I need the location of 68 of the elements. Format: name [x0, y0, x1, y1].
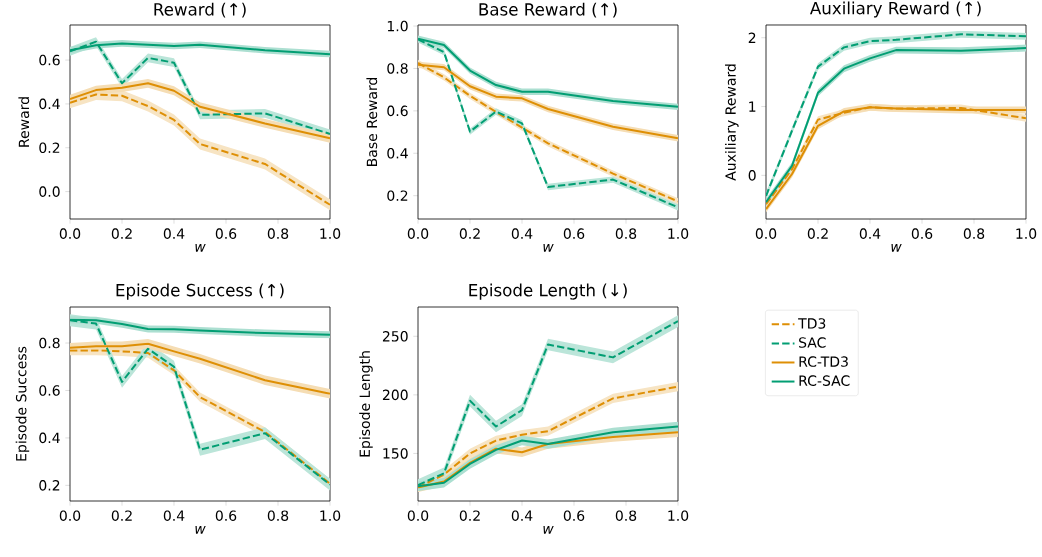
x-tick-label: 0.2: [459, 510, 480, 521]
x-axis-title: w: [195, 244, 206, 252]
x-tick-label: 0.0: [59, 510, 81, 521]
x-tick-label: 0.6: [563, 510, 585, 521]
legend-label: TD3: [798, 318, 826, 329]
y-tick-label: 2: [748, 32, 756, 43]
y-tick-label: 200: [382, 389, 408, 401]
x-axis-title: w: [543, 244, 554, 252]
chart-title: Base Reward (↑): [479, 2, 617, 18]
x-tick-label: 0.4: [163, 510, 185, 521]
x-tick-label: 0.8: [267, 228, 289, 239]
y-tick-label: 0.6: [39, 54, 60, 66]
legend-label: RC-TD3: [799, 356, 848, 367]
y-tick-label: 0.4: [39, 432, 60, 444]
x-tick-label: 0.0: [59, 228, 81, 239]
y-tick-label: 0.4: [387, 147, 408, 159]
y-tick-label: 0.6: [39, 385, 60, 396]
chart-title: Auxiliary Reward (↑): [809, 1, 981, 18]
y-tick-label: 0.2: [387, 190, 408, 201]
y-axis-title: Episode Length: [359, 351, 373, 457]
x-tick-label: 0.4: [511, 510, 533, 521]
x-tick-label: 0.4: [163, 228, 185, 239]
y-tick-label: 1: [749, 101, 756, 112]
x-tick-label: 0.6: [563, 228, 585, 239]
x-tick-label: 0.8: [615, 510, 637, 521]
x-tick-label: 0.2: [807, 228, 828, 239]
y-tick-label: 150: [383, 448, 408, 459]
y-tick-label: 0.6: [387, 105, 408, 117]
legend-label: RC-SAC: [799, 375, 850, 386]
x-tick-label: 0.8: [963, 228, 985, 239]
x-tick-label: 0.0: [407, 510, 429, 521]
y-tick-label: 0.2: [39, 142, 60, 154]
y-tick-label: 1.0: [387, 20, 408, 32]
x-tick-label: 1.0: [320, 510, 341, 521]
x-tick-label: 0.8: [267, 510, 289, 521]
x-tick-label: 0.2: [111, 228, 132, 239]
x-tick-label: 0.6: [911, 228, 933, 239]
x-tick-label: 0.4: [859, 228, 881, 239]
x-tick-label: 0.0: [755, 228, 777, 239]
x-tick-label: 0.0: [407, 228, 429, 239]
y-tick-label: 250: [382, 330, 408, 342]
x-tick-label: 0.8: [615, 228, 637, 239]
y-tick-label: 0.0: [39, 186, 60, 197]
x-tick-label: 0.6: [215, 510, 237, 521]
y-axis-title: Episode Success: [15, 346, 30, 461]
chart-title: Reward (↑): [154, 2, 246, 18]
y-tick-label: 0.2: [39, 480, 60, 491]
chart-title: Episode Length (↓): [469, 283, 627, 300]
x-axis-title: w: [543, 526, 554, 534]
y-tick-label: 0.8: [387, 63, 408, 74]
x-tick-label: 1.0: [1016, 228, 1037, 239]
y-axis-title: Auxiliary Reward: [725, 64, 739, 181]
x-axis-title: w: [195, 526, 206, 534]
x-tick-label: 0.2: [111, 510, 132, 521]
y-tick-label: 0.4: [39, 98, 60, 110]
y-tick-label: 0: [748, 170, 756, 181]
y-tick-label: 0.8: [39, 337, 60, 349]
x-tick-label: 1.0: [668, 510, 689, 521]
chart-title: Episode Success (↑): [116, 283, 284, 300]
x-tick-label: 0.4: [511, 228, 533, 239]
y-axis-title: Reward: [18, 97, 30, 147]
y-axis-title: Base Reward: [366, 77, 378, 166]
x-tick-label: 1.0: [668, 228, 689, 239]
x-tick-label: 0.2: [459, 228, 480, 239]
x-tick-label: 0.6: [215, 228, 237, 239]
x-tick-label: 1.0: [320, 228, 341, 239]
legend-label: SAC: [799, 337, 826, 348]
x-axis-title: w: [891, 244, 902, 252]
